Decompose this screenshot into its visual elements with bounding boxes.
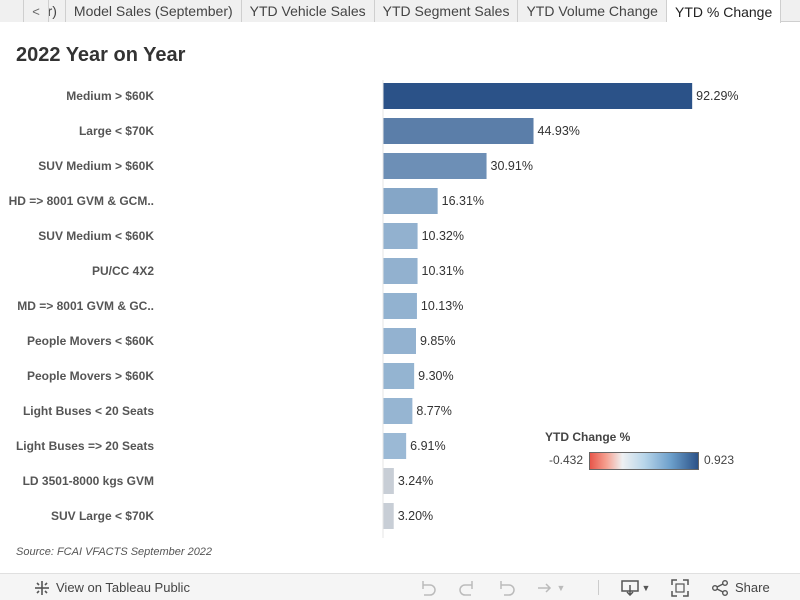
share-button[interactable]: Share xyxy=(710,574,770,600)
fullscreen-icon xyxy=(670,578,690,598)
bar[interactable] xyxy=(383,153,487,179)
tab-scroll-prev-button[interactable]: < xyxy=(24,0,49,22)
legend-gradient xyxy=(589,452,699,470)
share-icon xyxy=(710,578,730,598)
value-label: 16.31% xyxy=(442,194,484,208)
category-label: SUV Large < $70K xyxy=(51,509,154,523)
refresh-button[interactable]: ▼ xyxy=(535,574,567,600)
revert-icon xyxy=(497,578,517,598)
chevron-left-icon: < xyxy=(32,3,40,19)
value-label: 3.24% xyxy=(398,474,433,488)
bar[interactable] xyxy=(383,398,413,424)
category-label: LD 3501-8000 kgs GVM xyxy=(23,474,154,488)
value-label: 92.29% xyxy=(696,89,738,103)
value-label: 10.13% xyxy=(421,299,463,313)
bar[interactable] xyxy=(383,328,416,354)
bar[interactable] xyxy=(383,503,394,529)
tab-list: ber) Model Sales (September) YTD Vehicle… xyxy=(24,0,782,23)
bar[interactable] xyxy=(383,433,407,459)
category-label: PU/CC 4X2 xyxy=(92,264,154,278)
bar[interactable] xyxy=(383,188,438,214)
tab-ytd-segment-sales[interactable]: YTD Segment Sales xyxy=(374,0,519,22)
category-label: MD => 8001 GVM & GC.. xyxy=(17,299,154,313)
bar[interactable] xyxy=(383,258,418,284)
legend-max-label: 0.923 xyxy=(704,453,735,467)
tab-ytd-percent-change[interactable]: YTD % Change xyxy=(666,0,782,23)
tab-model-sales[interactable]: Model Sales (September) xyxy=(65,0,242,22)
undo-button[interactable] xyxy=(418,574,438,600)
category-label: Medium > $60K xyxy=(66,89,154,103)
legend-scale: -0.432 0.923 xyxy=(545,452,745,470)
value-label: 44.93% xyxy=(538,124,580,138)
toolbar-separator xyxy=(598,580,599,595)
category-label: People Movers < $60K xyxy=(27,334,154,348)
category-label: Large < $70K xyxy=(79,124,154,138)
category-label: SUV Medium < $60K xyxy=(38,229,154,243)
page-title: 2022 Year on Year xyxy=(16,44,186,66)
source-note: Source: FCAI VFACTS September 2022 xyxy=(16,546,213,558)
tableau-icon xyxy=(32,578,52,598)
legend-title: YTD Change % xyxy=(545,430,631,444)
view-on-tableau-button[interactable]: View on Tableau Public xyxy=(32,574,190,600)
value-label: 10.31% xyxy=(422,264,464,278)
bar[interactable] xyxy=(383,83,693,109)
value-label: 9.85% xyxy=(420,334,455,348)
tableau-toolbar: View on Tableau Public ▼ ▼ xyxy=(0,573,800,600)
revert-button[interactable] xyxy=(497,574,517,600)
bar[interactable] xyxy=(383,363,415,389)
bar[interactable] xyxy=(383,293,417,319)
fullscreen-button[interactable] xyxy=(670,574,690,600)
refresh-icon xyxy=(535,578,555,598)
chevron-down-icon: ▼ xyxy=(556,582,566,593)
share-label: Share xyxy=(735,580,770,595)
category-label: Light Buses < 20 Seats xyxy=(23,404,154,418)
undo-icon xyxy=(418,578,438,598)
tab-scroll-first-button[interactable] xyxy=(0,0,24,22)
category-label: HD => 8001 GVM & GCM.. xyxy=(9,194,154,208)
value-label: 3.20% xyxy=(398,509,433,523)
tab-ytd-volume-change[interactable]: YTD Volume Change xyxy=(518,0,667,22)
tab-ytd-vehicle-sales[interactable]: YTD Vehicle Sales xyxy=(241,0,375,22)
download-button[interactable]: ▼ xyxy=(620,574,652,600)
legend-min-label: -0.432 xyxy=(549,453,584,467)
bar[interactable] xyxy=(383,468,394,494)
category-label: SUV Medium > $60K xyxy=(38,159,154,173)
redo-icon xyxy=(457,578,477,598)
category-label: Light Buses => 20 Seats xyxy=(16,439,154,453)
bar-chart: Medium > $60K Large < $70K SUV Medium > $6… xyxy=(9,80,739,538)
tab-bar: ber) Model Sales (September) YTD Vehicle… xyxy=(0,0,800,23)
value-label: 30.91% xyxy=(491,159,533,173)
bar[interactable] xyxy=(383,223,418,249)
color-legend: YTD Change % -0.432 0.923 xyxy=(545,430,745,470)
redo-button[interactable] xyxy=(457,574,477,600)
value-label: 8.77% xyxy=(416,404,451,418)
value-label: 9.30% xyxy=(418,369,453,383)
bar[interactable] xyxy=(383,118,534,144)
download-icon xyxy=(620,578,640,598)
view-on-tableau-label: View on Tableau Public xyxy=(56,580,190,595)
chevron-down-icon: ▼ xyxy=(641,582,651,593)
value-label: 10.32% xyxy=(422,229,464,243)
category-label: People Movers > $60K xyxy=(27,369,154,383)
value-label: 6.91% xyxy=(410,439,445,453)
